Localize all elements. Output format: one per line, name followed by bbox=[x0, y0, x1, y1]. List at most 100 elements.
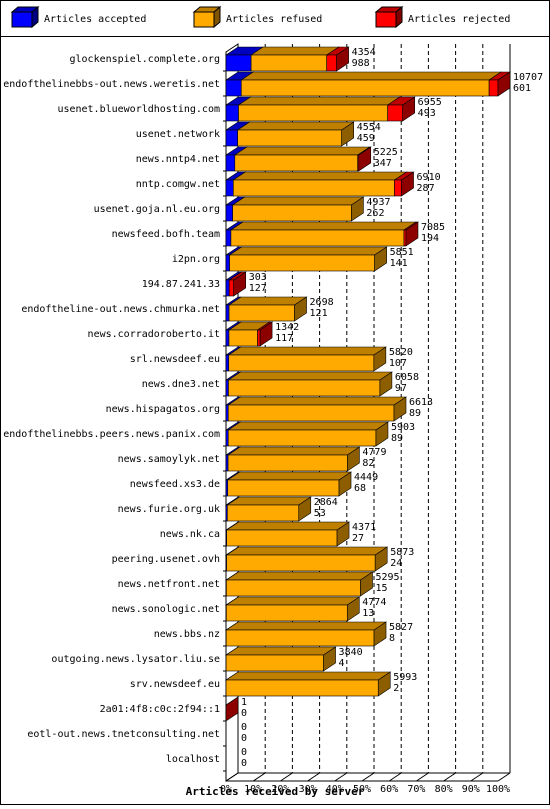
x-tick-label: 20% bbox=[271, 784, 289, 795]
bar-top bbox=[228, 372, 391, 380]
bar-segment bbox=[226, 230, 231, 246]
bar-segment bbox=[251, 55, 327, 71]
accepted-label: 8 bbox=[389, 633, 395, 644]
bar-segment bbox=[388, 105, 403, 121]
bar-top bbox=[226, 672, 390, 680]
accepted-label: 121 bbox=[310, 308, 328, 319]
total-label: 4937 bbox=[366, 197, 390, 208]
y-tick-label: newsfeed.xs3.de bbox=[130, 479, 220, 490]
accepted-label: 4 bbox=[339, 658, 345, 669]
accepted-label: 262 bbox=[366, 208, 384, 219]
y-tick-label: usenet.network bbox=[136, 129, 220, 140]
y-tick-label: outgoing.news.lysator.liu.se bbox=[51, 654, 220, 665]
accepted-label: 53 bbox=[314, 508, 326, 519]
y-tick-label: usenet.blueworldhosting.com bbox=[57, 104, 220, 115]
legend-label: Articles rejected bbox=[408, 14, 510, 25]
bar-segment bbox=[228, 405, 394, 421]
total-label: 0 bbox=[241, 747, 247, 758]
accepted-label: 2 bbox=[393, 683, 399, 694]
total-label: 5295 bbox=[376, 572, 400, 583]
y-tick-label: srv.newsdeef.eu bbox=[130, 679, 220, 690]
bar-segment bbox=[226, 205, 233, 221]
bar-top bbox=[226, 647, 335, 655]
y-tick-label: news.netfront.net bbox=[118, 579, 220, 590]
bar-top bbox=[239, 97, 400, 105]
bar-segment bbox=[226, 180, 233, 196]
y-tick-label: endofthelinebbs-out.news.weretis.net bbox=[3, 79, 220, 90]
accepted-label: 68 bbox=[354, 483, 366, 494]
bar-segment bbox=[226, 355, 229, 371]
bar-top bbox=[241, 72, 501, 80]
accepted-label: 0 bbox=[241, 708, 247, 719]
bar-top bbox=[226, 597, 359, 605]
bar-segment bbox=[226, 80, 241, 96]
bar-segment bbox=[228, 430, 376, 446]
bar-top bbox=[227, 522, 349, 530]
accepted-label: 15 bbox=[376, 583, 388, 594]
total-label: 303 bbox=[249, 272, 267, 283]
bar-segment bbox=[227, 505, 298, 521]
y-tick-label: peering.usenet.ovh bbox=[112, 554, 220, 565]
x-tick-label: 40% bbox=[326, 784, 344, 795]
total-label: 6058 bbox=[395, 372, 419, 383]
bar-segment bbox=[238, 130, 342, 146]
bar-segment bbox=[404, 230, 406, 246]
total-label: 0 bbox=[241, 722, 247, 733]
x-tick-label: 70% bbox=[407, 784, 425, 795]
bar-segment bbox=[226, 405, 228, 421]
y-tick-label: news.dne3.net bbox=[142, 379, 220, 390]
bar-segment bbox=[230, 255, 375, 271]
bar-segment bbox=[394, 180, 401, 196]
bar-segment bbox=[226, 255, 230, 271]
total-label: 5873 bbox=[390, 547, 414, 558]
bar-top bbox=[238, 122, 354, 130]
bar-top bbox=[227, 497, 310, 505]
x-tick-label: 60% bbox=[380, 784, 398, 795]
total-label: 4449 bbox=[354, 472, 378, 483]
bar-segment bbox=[226, 630, 374, 646]
total-label: 6955 bbox=[418, 97, 442, 108]
bar-segment bbox=[226, 430, 228, 446]
bar-segment bbox=[228, 455, 347, 471]
bar-segment bbox=[239, 105, 388, 121]
accepted-label: 117 bbox=[275, 333, 293, 344]
x-tick-label: 50% bbox=[353, 784, 371, 795]
accepted-label: 97 bbox=[395, 383, 407, 394]
y-tick-label: news.bbs.nz bbox=[154, 629, 220, 640]
accepted-label: 0 bbox=[241, 733, 247, 744]
bar-segment bbox=[226, 605, 347, 621]
bar-top bbox=[226, 622, 386, 630]
accepted-label: 0 bbox=[241, 758, 247, 769]
legend-swatch bbox=[376, 12, 396, 27]
legend-swatch bbox=[12, 12, 32, 27]
accepted-label: 347 bbox=[374, 158, 392, 169]
accepted-label: 89 bbox=[391, 433, 403, 444]
accepted-label: 287 bbox=[417, 183, 435, 194]
bar-segment bbox=[229, 305, 294, 321]
legend-label: Articles accepted bbox=[44, 14, 146, 25]
bar-segment bbox=[233, 180, 394, 196]
x-tick-label: 10% bbox=[244, 784, 262, 795]
accepted-label: 127 bbox=[249, 283, 267, 294]
bar-segment bbox=[226, 580, 360, 596]
y-tick-label: nntp.comgw.net bbox=[136, 179, 220, 190]
bar-top bbox=[228, 447, 359, 455]
accepted-label: 82 bbox=[362, 458, 374, 469]
y-tick-label: 2a01:4f8:c0c:2f94::1 bbox=[100, 704, 220, 715]
bar-segment bbox=[229, 280, 233, 296]
bar-segment bbox=[226, 680, 378, 696]
bar-segment bbox=[226, 130, 238, 146]
total-label: 3840 bbox=[339, 647, 363, 658]
y-tick-label: news.corradoroberto.it bbox=[88, 329, 220, 340]
y-tick-label: usenet.goja.nl.eu.org bbox=[94, 204, 220, 215]
bar-segment bbox=[226, 280, 229, 296]
x-tick-label: 100% bbox=[486, 784, 510, 795]
bar-segment bbox=[229, 330, 258, 346]
x-tick-label: 90% bbox=[462, 784, 480, 795]
accepted-label: 141 bbox=[390, 258, 408, 269]
bar-top bbox=[228, 397, 406, 405]
accepted-label: 13 bbox=[362, 608, 374, 619]
total-label: 7085 bbox=[421, 222, 445, 233]
bar-segment bbox=[241, 80, 489, 96]
